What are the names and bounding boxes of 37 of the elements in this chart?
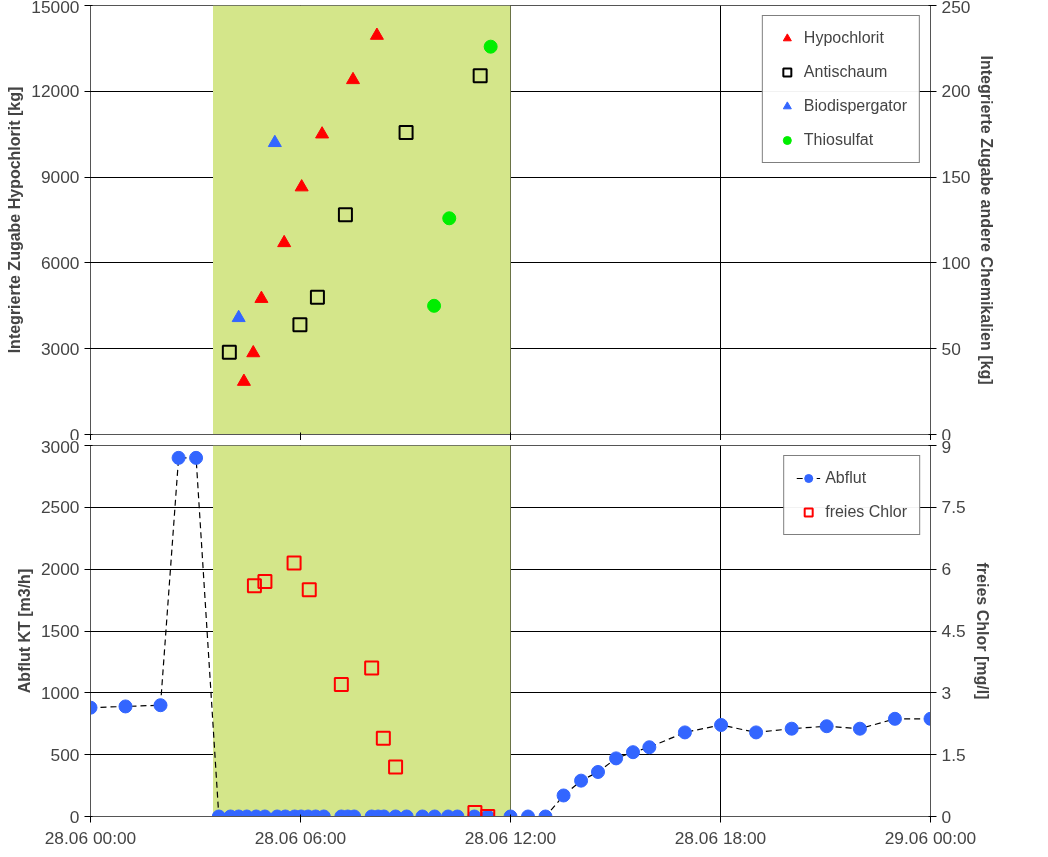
y-tick-label: 1500 [40, 621, 80, 641]
y2-tick-label: 50 [941, 338, 961, 359]
y2-tick-label: 4.5 [941, 621, 966, 641]
y-axis-title: Integrierte Zugabe Hypochlorit [kg] [6, 86, 24, 354]
y2-tick-label: 150 [941, 167, 971, 188]
y-tick-label: 6000 [40, 252, 80, 273]
legend-label: Thiosulfat [803, 131, 874, 149]
x-tick-label: 28.06 12:00 [464, 827, 557, 848]
y-axis-title: Abflut KT [m3/h] [15, 568, 33, 694]
y2-tick-label: 3 [941, 682, 952, 703]
legend-label: Hypochlorit [803, 29, 884, 47]
y-tick-label: 1000 [40, 682, 80, 703]
y2-tick-label: 6 [941, 559, 952, 580]
y-tick-label: 0 [69, 806, 80, 827]
legend-label: Biodispergator [803, 97, 907, 115]
y-tick-label: 2500 [40, 497, 80, 518]
legend-label: Antischaum [803, 63, 888, 81]
x-tick-label: 28.06 18:00 [674, 827, 767, 848]
y2-tick-label: 250 [941, 0, 971, 17]
y-tick-label: 15000 [31, 0, 80, 17]
y-tick-label: 2000 [40, 559, 80, 580]
y-tick-label: 9000 [40, 167, 80, 188]
y2-axis-title: Integrierte Zugabe andere Chemikalien [kg] [978, 55, 996, 385]
y2-tick-label: 1.5 [941, 744, 966, 765]
legend-label: freies Chlor [825, 503, 907, 521]
y2-tick-label: 0 [941, 806, 952, 827]
x-tick-label: 28.06 00:00 [44, 827, 137, 848]
y2-axis-title: freies Chlor [mg/l] [973, 562, 991, 700]
y2-tick-label: 100 [941, 252, 971, 273]
y2-tick-label: 7.5 [941, 497, 966, 518]
x-tick-label: 28.06 06:00 [254, 827, 347, 848]
y2-tick-label: 200 [941, 81, 971, 102]
y-tick-label: 3000 [40, 338, 80, 359]
y-tick-label: 12000 [31, 81, 80, 102]
y-tick-label: 500 [50, 744, 80, 765]
x-tick-label: 29.06 00:00 [884, 827, 977, 848]
legend-label: Abflut [825, 469, 867, 487]
